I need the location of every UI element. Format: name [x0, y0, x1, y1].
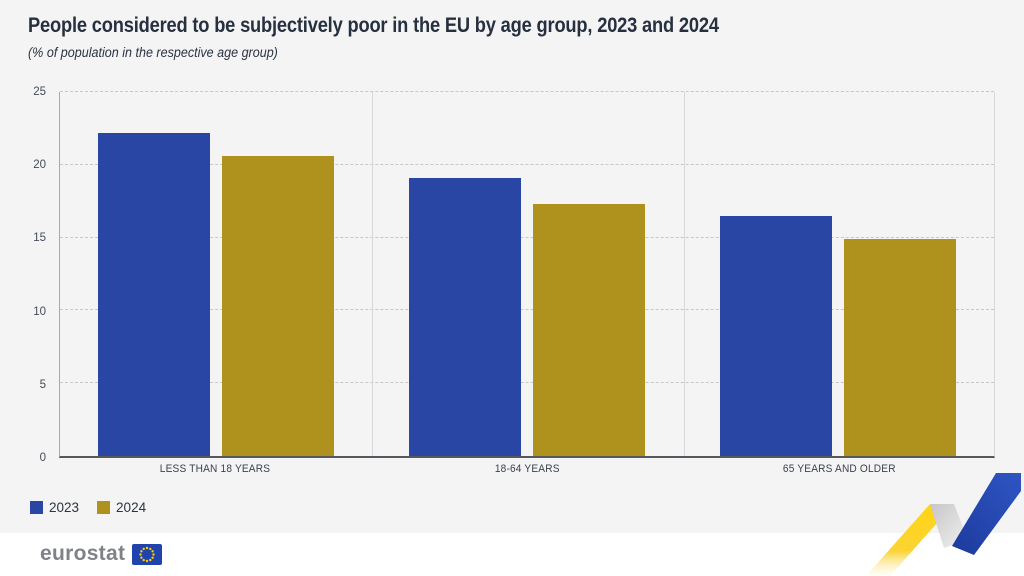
bar-2024-18-64-years[interactable]: [532, 204, 645, 456]
y-tick-label-25: 25: [33, 86, 46, 98]
gridline-25: [60, 91, 994, 92]
legend-swatch-2024: [97, 501, 111, 514]
category-label-text: 65 YEARS AND OLDER: [782, 463, 896, 475]
category-label-less-than-18-years: LESS THAN 18 YEARS: [59, 463, 371, 475]
bar-2023-less-than-18-years[interactable]: [97, 132, 210, 456]
y-tick-label-0: 0: [39, 452, 46, 464]
bar-2024-less-than-18-years[interactable]: [221, 156, 334, 456]
category-separator-2: [684, 92, 685, 456]
bar-2023-65-years-and-older[interactable]: [720, 215, 833, 456]
bar-groups: [60, 92, 994, 456]
legend-label-2023: 2023: [49, 500, 80, 515]
y-tick-label-10: 10: [33, 305, 46, 318]
y-tick-label-5: 5: [39, 378, 46, 391]
footer: eurostat: [0, 533, 1024, 576]
category-label-text: 18-64 YEARS: [494, 463, 560, 475]
chart-title: People considered to be subjectively poo…: [28, 14, 719, 37]
category-label-65-years-and-older: 65 YEARS AND OLDER: [683, 463, 995, 475]
y-axis-labels: 0 5 10 15 20 25: [0, 86, 50, 464]
category-separator-1: [372, 92, 373, 456]
legend-swatch-2023: [30, 501, 43, 514]
gridline-10: [60, 309, 994, 311]
legend-item-2024[interactable]: 2024: [97, 500, 146, 515]
gridline-15: [60, 236, 994, 238]
legend-label-2024: 2024: [116, 500, 147, 515]
chart-header: People considered to be subjectively poo…: [28, 14, 822, 60]
bar-group-65-years-and-older: [683, 92, 994, 456]
chart-subtitle: (% of population in the respective age g…: [28, 45, 278, 60]
eurostat-logo: eurostat: [40, 542, 163, 566]
category-labels: LESS THAN 18 YEARS 18-64 YEARS 65 YEARS AN…: [59, 463, 995, 475]
y-tick-label-20: 20: [33, 159, 46, 172]
gridline-20: [60, 163, 994, 165]
bar-2024-65-years-and-older[interactable]: [844, 239, 957, 456]
bar-2023-18-64-years[interactable]: [408, 177, 521, 456]
bar-group-less-than-18-years: [60, 92, 371, 456]
legend-item-2023[interactable]: 2023: [30, 500, 79, 515]
bar-group-18-64-years: [371, 92, 682, 456]
eu-flag-icon: [132, 543, 163, 565]
category-label-text: LESS THAN 18 YEARS: [159, 463, 271, 475]
gridline-5: [60, 382, 994, 384]
category-label-18-64-years: 18-64 YEARS: [371, 463, 683, 475]
chart-legend: 2023 2024: [30, 500, 146, 515]
eurostat-ribbon-graphic: [866, 473, 1021, 576]
plot-area: [59, 91, 995, 458]
eurostat-wordmark: eurostat: [40, 542, 126, 565]
y-tick-label-15: 15: [33, 232, 46, 245]
